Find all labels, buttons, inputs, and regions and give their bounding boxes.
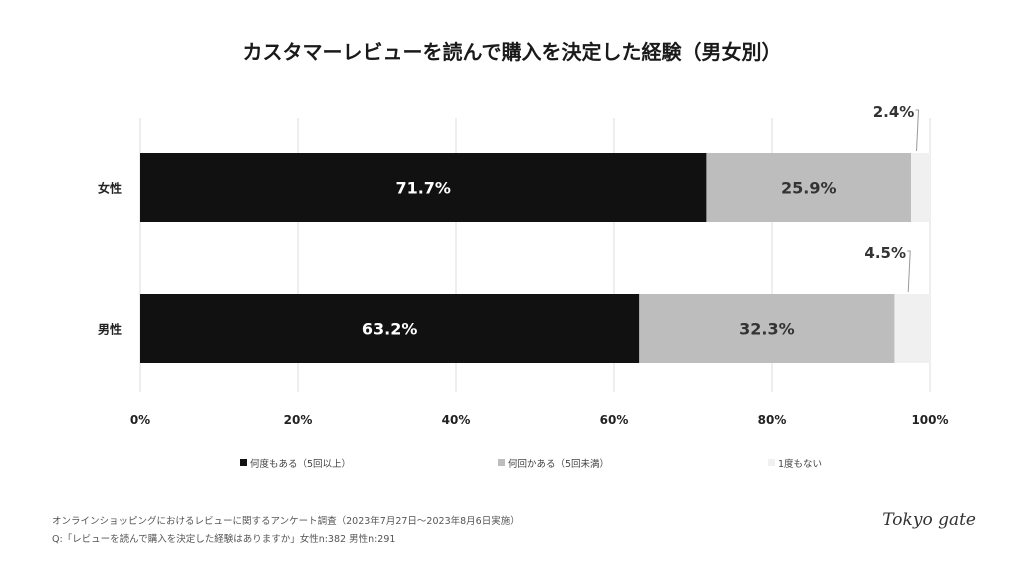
callout-line	[915, 109, 920, 152]
bar-segment	[706, 153, 912, 222]
legend-swatch	[768, 459, 775, 466]
x-tick-label: 40%	[442, 413, 471, 427]
data-label: 71.7%	[395, 179, 451, 198]
data-label: 25.9%	[781, 179, 837, 198]
bar-segment	[894, 294, 930, 363]
legend-label: 何度もある（5回以上）	[250, 458, 351, 470]
bar-segment	[639, 294, 895, 363]
bar-segment	[140, 294, 640, 363]
legend-swatch	[240, 459, 247, 466]
data-label: 4.5%	[864, 244, 906, 262]
footer-source: オンラインショッピングにおけるレビューに関するアンケート調査（2023年7月27…	[52, 516, 520, 527]
footer-question: Q:「レビューを読んで購入を決定した経験はありますか」女性n:382 男性n:2…	[52, 534, 396, 545]
x-tick-label: 0%	[130, 413, 150, 427]
category-label: 男性	[98, 322, 122, 337]
bar-segment	[140, 153, 707, 222]
tokyo-gate-logo: Tokyo gate	[882, 510, 976, 530]
stacked-bar-chart: 0% 20% 40% 60% 80% 100% 女性 71.7% 25.9% 2.4% 男性 63.2…	[98, 103, 949, 470]
bar-segment	[911, 153, 930, 222]
data-label: 63.2%	[362, 320, 418, 339]
legend-swatch	[498, 459, 505, 466]
data-label: 32.3%	[739, 320, 795, 339]
x-tick-label: 20%	[284, 413, 313, 427]
data-label: 2.4%	[873, 103, 915, 121]
x-tick-label: 80%	[758, 413, 787, 427]
chart-title: カスタマーレビューを読んで購入を決定した経験（男女別）	[242, 40, 782, 64]
callout-line	[907, 250, 911, 293]
legend-label: 1度もない	[778, 458, 822, 470]
category-label: 女性	[98, 181, 122, 196]
x-tick-label: 100%	[911, 413, 948, 427]
legend-label: 何回かある（5回未満）	[508, 458, 609, 470]
x-tick-label: 60%	[600, 413, 629, 427]
